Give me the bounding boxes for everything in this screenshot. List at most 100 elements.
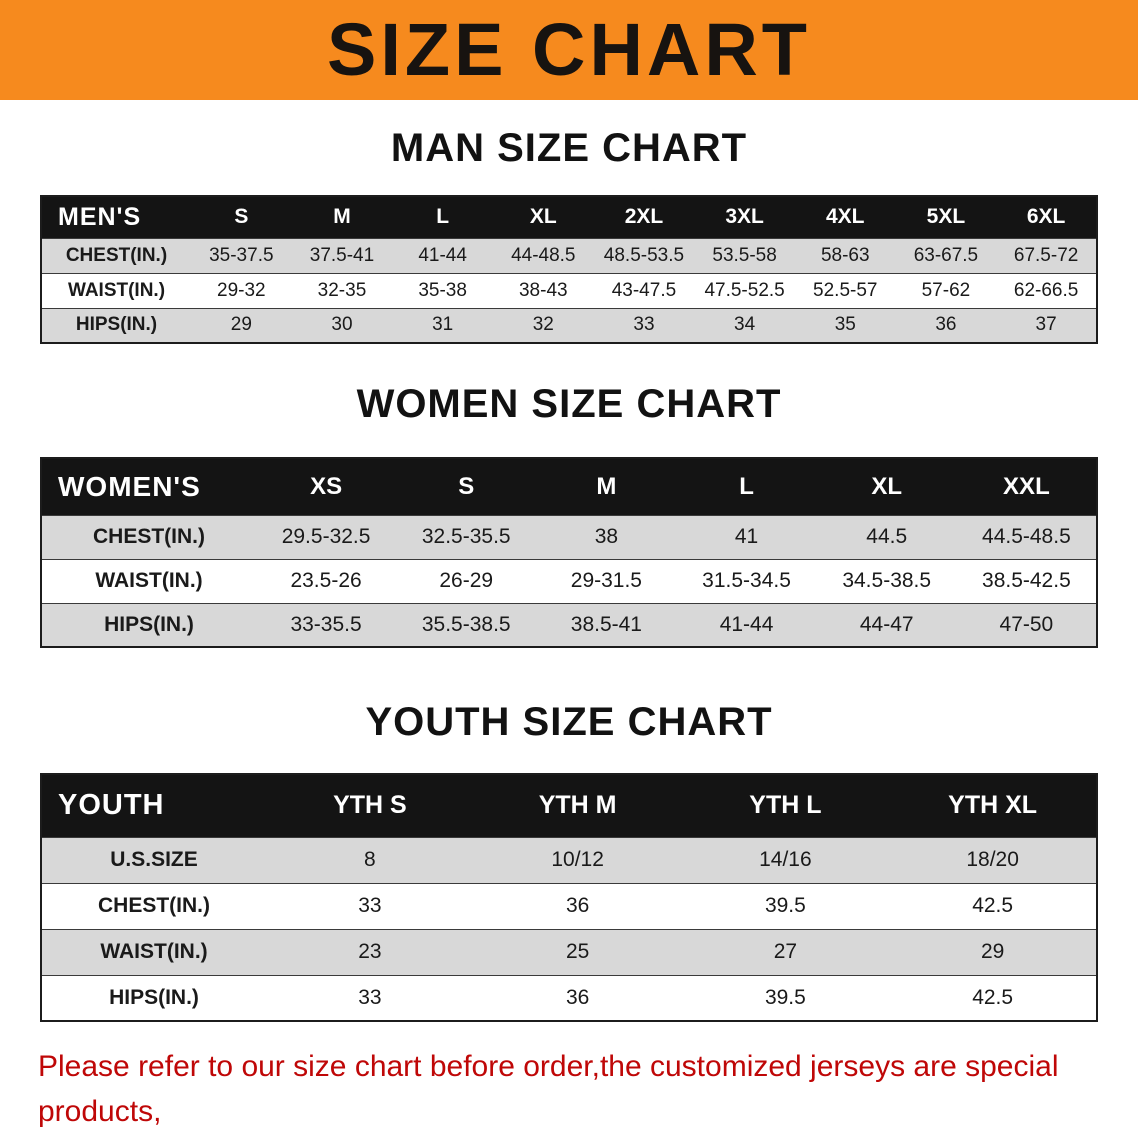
size-col-header: S [191,196,292,238]
size-value: 25 [473,928,682,975]
row-label: WAIST(IN.) [41,928,266,975]
row-label: HIPS(IN.) [41,602,256,647]
size-value: 52.5-57 [794,272,896,308]
youth-table-body: U.S.SIZE 8 10/12 14/16 18/20 CHEST(IN.) … [41,836,1097,1021]
table-row-chest: CHEST(IN.) 33 36 39.5 42.5 [41,882,1097,929]
size-col-header: L [392,196,493,238]
row-label: HIPS(IN.) [41,974,266,1021]
size-value: 44-48.5 [492,237,594,273]
size-value: 33-35.5 [256,602,397,647]
size-value: 32-35 [291,272,393,308]
size-col-header: M [291,196,393,238]
table-row-ussize: U.S.SIZE 8 10/12 14/16 18/20 [41,836,1097,883]
size-value: 36 [473,974,682,1021]
size-value: 8 [266,836,474,883]
size-value: 36 [473,882,682,929]
table-row-waist: WAIST(IN.) 23.5-26 26-29 29-31.5 31.5-34… [41,558,1097,603]
size-col-header: YTH M [473,774,682,837]
men-table-body: CHEST(IN.) 35-37.5 37.5-41 41-44 44-48.5… [41,237,1097,343]
row-label: CHEST(IN.) [41,237,191,273]
size-value: 29 [889,928,1097,975]
women-section: WOMEN SIZE CHART WOMEN'S XS S M L XL XXL… [0,344,1138,648]
size-col-header: XXL [956,458,1097,515]
size-value: 41-44 [392,237,493,273]
size-value: 33 [266,974,474,1021]
table-row-chest: CHEST(IN.) 29.5-32.5 32.5-35.5 38 41 44.… [41,514,1097,559]
size-col-header: YTH L [681,774,890,837]
women-size-table: WOMEN'S XS S M L XL XXL CHEST(IN.) 29.5-… [40,457,1098,648]
size-value: 26-29 [396,558,537,603]
youth-table-label: YOUTH [41,774,266,837]
table-header-row: MEN'S S M L XL 2XL 3XL 4XL 5XL 6XL [41,196,1097,238]
men-size-table: MEN'S S M L XL 2XL 3XL 4XL 5XL 6XL CHEST… [40,195,1098,344]
size-value: 35-37.5 [191,237,292,273]
size-value: 58-63 [794,237,896,273]
size-col-header: 2XL [593,196,695,238]
size-col-header: 3XL [694,196,795,238]
size-value: 38.5-41 [536,602,677,647]
size-value: 44.5-48.5 [956,514,1097,559]
table-row-hips: HIPS(IN.) 33 36 39.5 42.5 [41,974,1097,1021]
size-value: 47-50 [956,602,1097,647]
size-value: 34.5-38.5 [816,558,957,603]
row-label: CHEST(IN.) [41,514,256,559]
banner: SIZE CHART [0,0,1138,100]
women-table-header: WOMEN'S XS S M L XL XXL [41,458,1097,515]
size-value: 33 [593,307,695,343]
youth-section: YOUTH SIZE CHART YOUTH YTH S YTH M YTH L… [0,648,1138,1022]
size-value: 36 [895,307,997,343]
size-value: 44.5 [816,514,957,559]
women-table-body: CHEST(IN.) 29.5-32.5 32.5-35.5 38 41 44.… [41,514,1097,647]
size-value: 31 [392,307,493,343]
size-value: 44-47 [816,602,957,647]
size-value: 37 [996,307,1097,343]
size-col-header: 6XL [996,196,1097,238]
row-label: HIPS(IN.) [41,307,191,343]
size-value: 47.5-52.5 [694,272,795,308]
size-col-header: 5XL [895,196,997,238]
youth-heading: YOUTH SIZE CHART [365,700,773,744]
size-value: 33 [266,882,474,929]
size-col-header: L [676,458,817,515]
youth-size-table: YOUTH YTH S YTH M YTH L YTH XL U.S.SIZE … [40,773,1098,1022]
disclaimer-line-1: Please refer to our size chart before or… [38,1050,1059,1128]
size-value: 62-66.5 [996,272,1097,308]
size-value: 34 [694,307,795,343]
size-value: 41 [676,514,817,559]
size-value: 31.5-34.5 [676,558,817,603]
disclaimer-note: Please refer to our size chart before or… [38,1044,1116,1132]
size-value: 10/12 [473,836,682,883]
size-value: 43-47.5 [593,272,695,308]
size-value: 38.5-42.5 [956,558,1097,603]
size-col-header: YTH S [266,774,474,837]
table-row-waist: WAIST(IN.) 23 25 27 29 [41,928,1097,975]
size-value: 41-44 [676,602,817,647]
size-col-header: XL [492,196,594,238]
row-label: CHEST(IN.) [41,882,266,929]
size-value: 42.5 [889,974,1097,1021]
size-col-header: M [536,458,677,515]
size-value: 48.5-53.5 [593,237,695,273]
size-value: 23.5-26 [256,558,397,603]
size-value: 32 [492,307,594,343]
men-section: MAN SIZE CHART MEN'S S M L XL 2XL 3XL 4X… [0,100,1138,344]
table-header-row: YOUTH YTH S YTH M YTH L YTH XL [41,774,1097,837]
page-title: SIZE CHART [327,8,811,91]
row-label: U.S.SIZE [41,836,266,883]
women-table-label: WOMEN'S [41,458,256,515]
size-value: 57-62 [895,272,997,308]
size-value: 53.5-58 [694,237,795,273]
size-value: 27 [681,928,890,975]
size-value: 38-43 [492,272,594,308]
size-value: 37.5-41 [291,237,393,273]
size-col-header: XL [816,458,957,515]
table-row-chest: CHEST(IN.) 35-37.5 37.5-41 41-44 44-48.5… [41,237,1097,273]
size-value: 29-31.5 [536,558,677,603]
table-row-waist: WAIST(IN.) 29-32 32-35 35-38 38-43 43-47… [41,272,1097,308]
size-value: 23 [266,928,474,975]
size-value: 35.5-38.5 [396,602,537,647]
size-value: 67.5-72 [996,237,1097,273]
row-label: WAIST(IN.) [41,558,256,603]
size-col-header: YTH XL [889,774,1097,837]
